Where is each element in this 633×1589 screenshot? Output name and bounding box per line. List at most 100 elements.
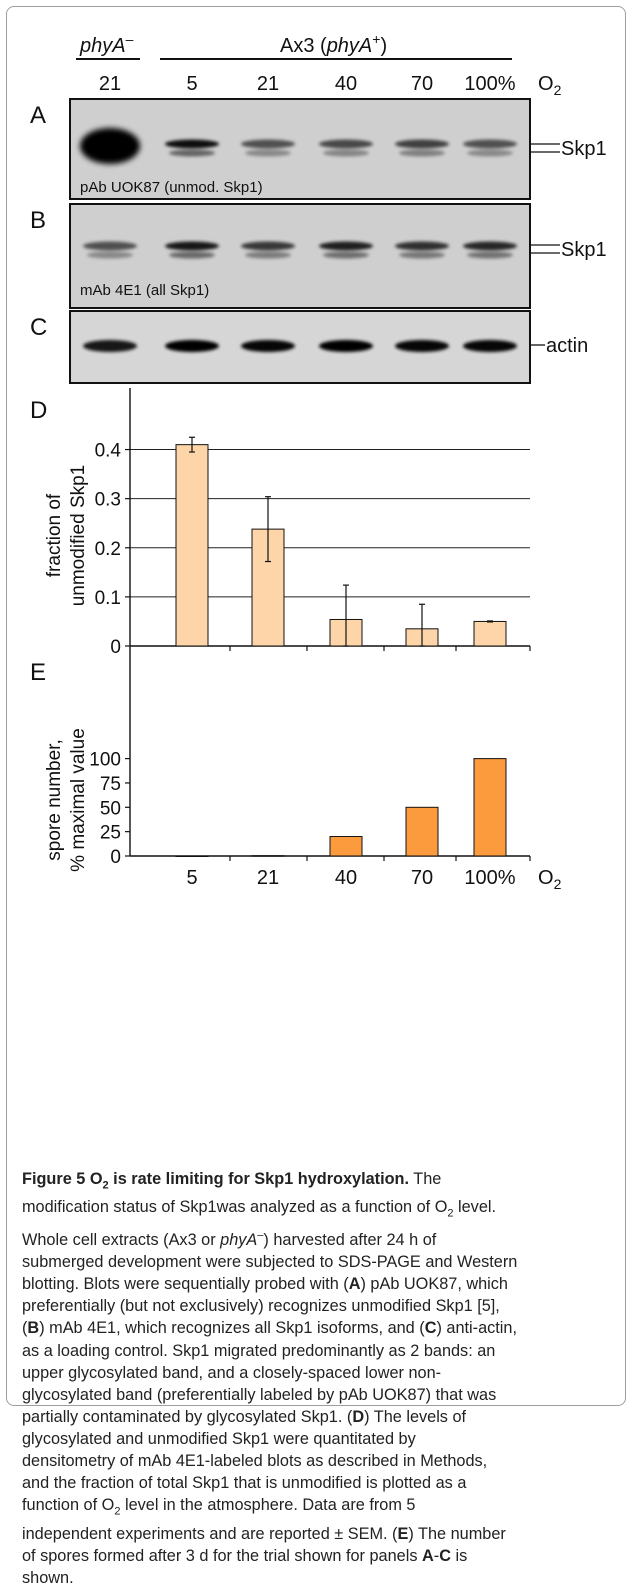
bar [251,855,285,857]
blot-band [165,139,219,149]
blot-band [83,241,137,251]
y-tick-label: 0.4 [95,441,122,462]
caption-run: D [352,1407,365,1426]
lane-header: phyA– Ax3 (phyA+) 21 5 21 40 70 100% O2 [76,31,562,98]
o2-column-labels: 21 5 21 40 70 100% [99,73,516,95]
caption-run: phyA [220,1231,258,1250]
blot-band [463,340,517,352]
y-tick-label: 0.1 [95,588,121,609]
caption-run: modification status of Skp1was analyzed … [22,1198,448,1217]
blot-band-lower [245,251,291,259]
o2-column-label: 21 [257,73,279,95]
y-tick-label: 100 [89,750,121,771]
caption-run: shown. [22,1568,74,1587]
x-tick-label: 21 [257,867,279,889]
caption-run: and the fraction of total Skp1 that is u… [22,1474,467,1493]
bar [473,758,507,857]
panel-letter: D [30,397,47,424]
panel-letter: C [30,314,47,341]
panel-letter: E [30,659,46,686]
o2-column-label: 40 [335,73,357,95]
blot-band [395,241,449,251]
caption-run: function of O [22,1496,115,1515]
caption-run: The [409,1170,442,1188]
blot-band [463,241,517,251]
y-tick-label: 25 [100,823,121,844]
blot-band [83,340,137,352]
caption-run: densitometry of mAb 4E1-labeled blots as… [22,1452,488,1471]
caption-run: ) anti-actin, [436,1319,517,1338]
blot-membrane [69,98,531,200]
caption-run: ) harvested after 24 h of [263,1231,437,1250]
blot-band [241,241,295,251]
figure-caption: Figure 5 O2 is rate limiting for Skp1 hy… [22,1168,614,1589]
blot-band [395,139,449,149]
y-axis-label: fraction of [44,493,65,577]
y-axis-label: % maximal value [68,728,89,872]
caption-run: glycosylated and unmodified Skp1 were qu… [22,1429,416,1448]
blot-band-lower [467,149,513,157]
caption-run: E [397,1524,409,1543]
x-tick-label: 40 [335,867,357,889]
o2-column-label: 21 [99,73,121,95]
caption-run: is [450,1546,468,1565]
group-label-phyA-minus: phyA– [79,31,134,57]
bar [405,806,439,857]
caption-run: level in the atmosphere. Data are from 5 [120,1496,416,1515]
caption-text: Figure 5 O2 is rate limiting for Skp1 hy… [22,1168,614,1589]
figure-frame [6,6,626,1406]
blot-band-lower [399,149,445,157]
panel-letter: B [30,207,46,234]
caption-run: independent experiments and are reported… [22,1524,398,1543]
caption-run: as a loading control. Skp1 migrated pred… [22,1341,496,1360]
o2-column-label: 5 [186,73,197,95]
blot-band-lower [87,251,133,259]
caption-run: ) The number [408,1524,506,1543]
blot-band [463,139,517,149]
x-tick-label: 5 [186,867,197,889]
blot-band-lower [245,149,291,157]
antibody-label: mAb 4E1 (all Skp1) [80,282,209,299]
caption-run: A [422,1546,434,1565]
caption-run: glycosylated band (preferentially labele… [22,1385,497,1404]
y-tick-label: 0.3 [95,490,121,511]
bar [175,444,209,647]
y-tick-label: 75 [100,774,121,795]
blot-band-lower [467,251,513,259]
band-label: actin [546,335,588,357]
caption-run: 2 [447,1207,454,1220]
blot-band [165,241,219,251]
y-tick-label: 0 [110,847,121,868]
figure-graphic: phyA– Ax3 (phyA+) 21 5 21 40 70 100% O2 ApAb … [30,31,607,892]
band-label: Skp1 [561,138,607,160]
y-axis-label: spore number, [44,739,65,860]
blot-band [241,340,295,352]
caption-run: blotting. Blots were sequentially probed… [22,1275,349,1294]
blot-band-lower [323,251,369,259]
caption-run: ) pAb UOK87, which [360,1275,508,1294]
bar [473,620,507,647]
blot-band-lower [169,149,215,157]
caption-run: B [27,1319,40,1338]
group-label-ax3: Ax3 (phyA+) [280,31,387,57]
panel-d-chart: D 0 0.1 0.2 0.3 0.4 fraction of unmodified Skp1 [30,388,531,658]
caption-run: ( [22,1319,28,1338]
blot-band [80,128,140,164]
o2-header-label: O2 [538,73,562,98]
y-tick-label: 0 [110,637,121,658]
blot-band [319,340,373,352]
antibody-label: pAb UOK87 (unmod. Skp1) [80,179,263,196]
caption-run: C [439,1546,451,1565]
caption-run: level. [453,1198,497,1217]
blot-band-lower [399,251,445,259]
blot-band-lower [169,251,215,259]
x-tick-label: 100% [464,867,515,889]
blot-membrane [69,310,531,384]
band-label: Skp1 [561,239,607,261]
blot-band [165,340,219,352]
bar [329,836,363,857]
y-axis-label: unmodified Skp1 [68,465,89,607]
